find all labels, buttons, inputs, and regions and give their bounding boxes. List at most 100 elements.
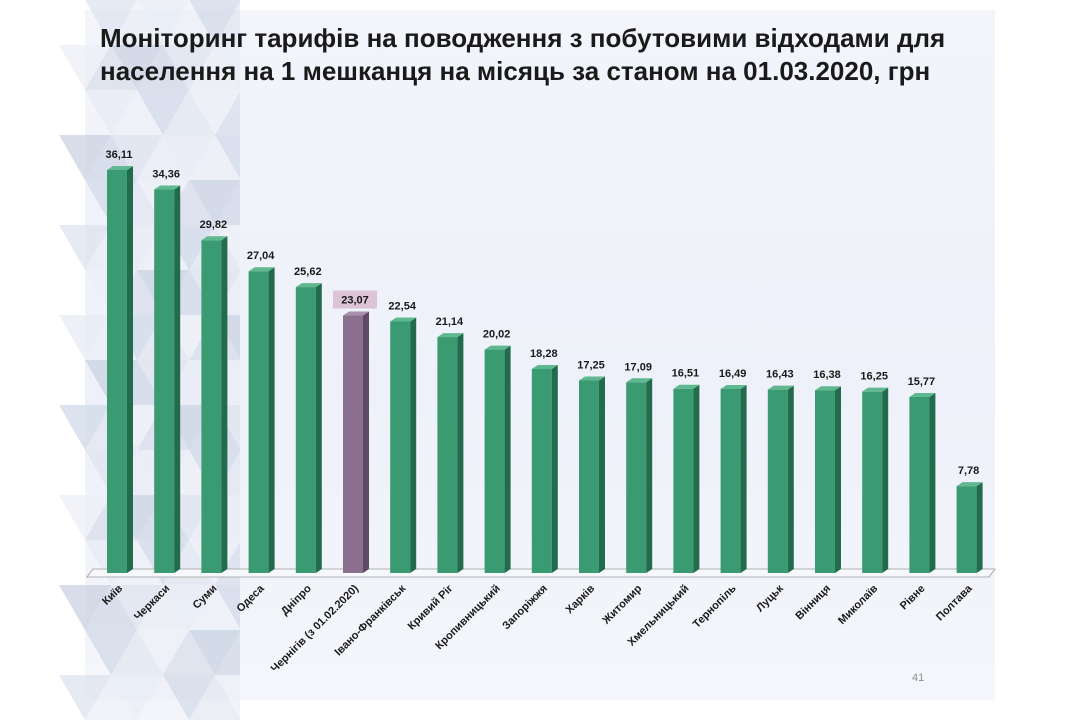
bar-side xyxy=(740,384,747,573)
decor-triangle xyxy=(59,45,111,90)
bar-side xyxy=(882,387,889,573)
bar xyxy=(343,311,369,573)
bar-front xyxy=(815,390,835,573)
decor-triangle xyxy=(59,405,111,450)
bar xyxy=(295,283,322,573)
bar-top xyxy=(154,185,181,190)
chart-title-line2: населення на 1 мешканця на місяць за ста… xyxy=(100,56,931,86)
category-label: Житомир xyxy=(600,582,645,627)
bar-side xyxy=(315,283,322,573)
data-label: 16,43 xyxy=(766,369,794,381)
bar-front xyxy=(484,349,505,573)
decor-triangle xyxy=(59,225,111,270)
decor-triangle xyxy=(137,135,189,180)
bar-side xyxy=(551,364,558,573)
data-label: 15,77 xyxy=(908,376,936,388)
bar-side xyxy=(929,393,936,573)
bar-top xyxy=(201,236,228,241)
decor-triangle xyxy=(137,90,189,135)
decor-triangle xyxy=(215,495,240,539)
category-label: Запоріжжя xyxy=(500,583,550,633)
decor-triangle xyxy=(215,585,240,629)
category-label: Київ xyxy=(100,582,125,607)
category-label: Тернопіль xyxy=(691,582,739,630)
decor-triangle xyxy=(137,0,189,45)
decor-triangle xyxy=(189,675,240,720)
data-label: 25,62 xyxy=(294,266,322,278)
decor-triangle xyxy=(163,90,215,135)
bar-side xyxy=(787,385,794,573)
decor-triangle xyxy=(85,675,137,720)
bar-side xyxy=(457,333,464,573)
bar-top xyxy=(626,378,653,383)
bar xyxy=(437,333,464,573)
bar xyxy=(201,236,228,574)
bar-side xyxy=(599,376,605,573)
bar-top xyxy=(956,482,983,487)
decor-triangle xyxy=(215,91,240,135)
decor-triangle xyxy=(215,135,240,179)
category-label: Суми xyxy=(191,583,220,612)
data-label: 20,02 xyxy=(483,329,511,341)
category-label: Черкаси xyxy=(132,583,172,623)
decor-triangle xyxy=(215,631,240,675)
decor-triangle xyxy=(215,405,240,449)
decor-triangle xyxy=(189,630,240,675)
bar-side xyxy=(410,317,417,573)
bar-top xyxy=(437,333,464,338)
decor-triangle xyxy=(215,225,240,269)
bar-side xyxy=(646,378,653,573)
data-label: 36,11 xyxy=(106,149,133,161)
data-label: 16,51 xyxy=(672,368,700,380)
decor-triangle xyxy=(111,45,163,90)
category-label: Одеса xyxy=(234,582,267,615)
decor-triangle xyxy=(137,630,189,675)
decor-triangle xyxy=(59,495,111,540)
data-label: 29,82 xyxy=(200,219,228,231)
decor-triangle xyxy=(85,45,137,90)
bar-side xyxy=(127,166,133,573)
bar-side xyxy=(268,267,275,573)
decor-triangle xyxy=(163,630,215,675)
data-label: 17,25 xyxy=(577,359,605,371)
bar-front xyxy=(720,388,741,573)
decor-triangle xyxy=(137,585,189,630)
bar xyxy=(390,317,417,573)
decor-triangle xyxy=(215,675,240,719)
decor-triangle xyxy=(111,135,163,180)
category-label: Харків xyxy=(564,582,598,616)
bar-side xyxy=(363,311,369,573)
decor-triangle xyxy=(111,585,163,630)
decor-triangle xyxy=(85,90,137,135)
bar xyxy=(154,185,181,574)
bar-top xyxy=(815,386,841,391)
bar xyxy=(484,345,511,573)
decor-triangle xyxy=(189,585,240,630)
category-label: Чернігів (з 01.02.2020) xyxy=(269,582,362,675)
data-label: 23,07 xyxy=(341,295,369,307)
bar-front xyxy=(767,389,788,573)
bar-front xyxy=(579,380,599,573)
data-label: 21,14 xyxy=(436,316,464,328)
bar-top xyxy=(579,376,605,381)
bar-top xyxy=(484,345,511,350)
bar-side xyxy=(174,185,181,574)
category-label: Полтава xyxy=(934,582,975,623)
decor-triangle xyxy=(111,630,163,675)
decor-triangle xyxy=(59,135,111,180)
decor-triangle xyxy=(111,0,163,45)
decor-triangle xyxy=(189,45,240,90)
data-label: 16,38 xyxy=(813,369,841,381)
bar-front xyxy=(295,287,316,573)
decor-triangle xyxy=(111,675,163,720)
bar xyxy=(531,364,558,573)
bar-front xyxy=(343,315,363,573)
decor-triangle xyxy=(85,585,137,630)
decor-triangle xyxy=(189,135,240,180)
decor-triangle xyxy=(111,90,163,135)
bar-top xyxy=(862,387,889,392)
bar xyxy=(862,387,889,573)
decor-triangle xyxy=(163,675,215,720)
bar-top xyxy=(107,166,133,170)
bar-top xyxy=(295,283,322,288)
